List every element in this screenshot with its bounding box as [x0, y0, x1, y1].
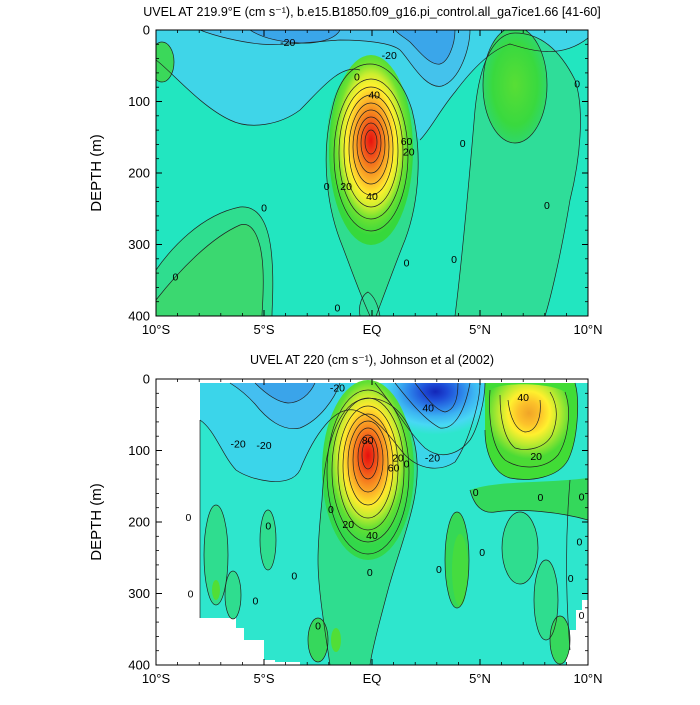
panel-obs-contour-label: -20 [330, 383, 345, 395]
panel-model-contour-label: 20 [403, 147, 415, 159]
panel-obs-contour-label: 0 [576, 536, 582, 548]
panel-obs-contour-label: 0 [473, 487, 479, 499]
panel-obs-field [156, 379, 588, 665]
panel-obs-contour-label: -20 [425, 453, 440, 465]
panel-model-ytick-label: 400 [128, 309, 150, 324]
panel-obs-contour-label: 0 [568, 573, 574, 585]
panel-obs-contour-label: -20 [230, 438, 245, 450]
panel-model-contour-label: 20 [340, 181, 352, 193]
panel-obs-contour-label: 0 [538, 492, 544, 504]
panel-obs-ytick-label: 400 [128, 658, 150, 673]
panel-model-contour-label: -20 [280, 37, 295, 49]
panel-obs-contour-label: 40 [422, 403, 434, 415]
panel-model-xtick-label: 5°S [253, 322, 274, 337]
panel-model-xtick-label: 10°S [142, 322, 171, 337]
panel-obs-title: UVEL AT 220 (cm s⁻¹), Johnson et al (200… [250, 353, 494, 367]
panel-obs-contour-label: 0 [479, 547, 485, 559]
panel-model-contour-label: 40 [366, 191, 378, 203]
panel-obs-contour-label: 0 [291, 571, 297, 583]
panel-obs-contour-label: 0 [436, 564, 442, 576]
panel-obs-ytick-label: 100 [128, 443, 150, 458]
panel-obs-contour-label: 0 [579, 610, 585, 622]
panel-model-contours [156, 30, 588, 316]
panel-model-contour-label: 0 [544, 200, 550, 212]
panel-model-contour-label: 0 [354, 71, 360, 83]
panel-obs-contour-label: 0 [315, 621, 321, 633]
panel-obs-contour-label: -20 [256, 440, 271, 452]
panel-model-ytick-label: 100 [128, 94, 150, 109]
panel-obs-ytick-label: 0 [143, 372, 150, 387]
panel-model-title: UVEL AT 219.9°E (cm s⁻¹), b.e15.B1850.f0… [143, 5, 600, 19]
panel-obs-xtick-label: 5°S [253, 671, 274, 686]
panel-obs-contour-label: 80 [362, 435, 374, 447]
panel-obs-contour-label: 0 [404, 458, 410, 470]
panel-obs-contour-label: 0 [579, 491, 585, 503]
panel-obs: UVEL AT 220 (cm s⁻¹), Johnson et al (200… [88, 353, 603, 686]
panel-obs-contour-label: 60 [388, 463, 400, 475]
panel-obs-contour-label: 40 [366, 530, 378, 542]
panel-model-contour-label: 40 [368, 89, 380, 101]
panel-model-xtick-label: EQ [363, 322, 382, 337]
panel-obs-contour-label: 20 [392, 453, 404, 465]
panel-obs-contour-label: 0 [367, 567, 373, 579]
panel-model-xtick-label: 5°N [469, 322, 491, 337]
panel-obs-contours [199, 382, 588, 665]
panel-model-contour-label: 60 [401, 136, 413, 148]
panel-model: UVEL AT 219.9°E (cm s⁻¹), b.e15.B1850.f0… [88, 5, 603, 337]
panel-obs-ytick-label: 200 [128, 515, 150, 530]
panel-obs-contour-label: 0 [328, 504, 334, 516]
panel-model-xtick-label: 10°N [573, 322, 602, 337]
panel-obs-xtick-label: 10°N [573, 671, 602, 686]
panel-model-contour-label: 0 [324, 181, 330, 193]
panel-obs-xtick-label: 5°N [469, 671, 491, 686]
panel-obs-contour-label: 40 [517, 392, 529, 404]
panel-obs-ylabel: DEPTH (m) [88, 483, 105, 561]
panel-obs-contour-label: 0 [252, 596, 258, 608]
panel-model-contour-label: 0 [460, 138, 466, 150]
panel-model-contour-label: 0 [451, 254, 457, 266]
panel-obs-xtick-label: 10°S [142, 671, 171, 686]
panel-model-contour-label: -20 [382, 50, 397, 62]
panel-model-ytick-label: 0 [143, 23, 150, 38]
panel-obs-ytick-label: 300 [128, 586, 150, 601]
panel-model-ytick-label: 300 [128, 237, 150, 252]
panel-model-contour-label: 0 [261, 202, 267, 214]
panel-obs-contour-label: 0 [265, 521, 271, 533]
panel-model-ytick-label: 200 [128, 166, 150, 181]
panel-obs-xtick-label: EQ [363, 671, 382, 686]
panel-obs-contour-label: 0 [188, 589, 194, 601]
panel-obs-contour-label: 20 [342, 519, 354, 531]
panel-obs-contour-label: 20 [530, 451, 542, 463]
panel-model-field [156, 30, 588, 316]
panel-obs-contour-label: 0 [185, 512, 191, 524]
panel-model-ylabel: DEPTH (m) [88, 134, 105, 212]
panel-model-contour-label: 0 [404, 257, 410, 269]
panel-model-contour-label: 0 [574, 79, 580, 91]
panel-model-contour-label: 0 [335, 302, 341, 314]
panel-model-contour-label: 0 [173, 272, 179, 284]
